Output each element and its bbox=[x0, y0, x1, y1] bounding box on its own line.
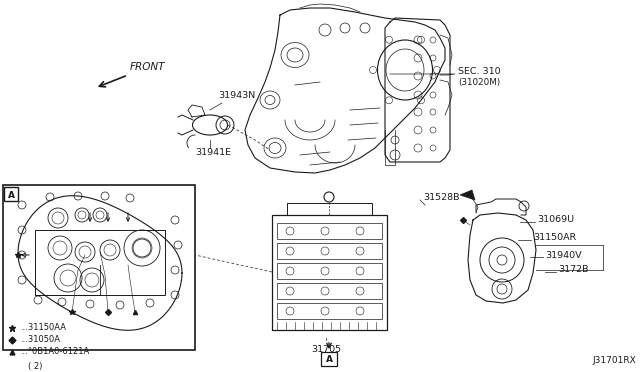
Text: 3172B: 3172B bbox=[558, 266, 589, 275]
Bar bbox=[35, 230, 165, 295]
Text: ...31050A: ...31050A bbox=[20, 336, 60, 344]
Bar bbox=[277, 243, 382, 259]
Polygon shape bbox=[468, 213, 536, 303]
Text: (31020M): (31020M) bbox=[458, 77, 500, 87]
Text: 31941E: 31941E bbox=[195, 148, 231, 157]
Text: ...31150AA: ...31150AA bbox=[20, 324, 66, 333]
Polygon shape bbox=[460, 190, 475, 200]
Bar bbox=[277, 303, 382, 319]
Text: A: A bbox=[326, 356, 333, 365]
Text: ( 2): ( 2) bbox=[28, 362, 42, 371]
Text: FRONT: FRONT bbox=[130, 62, 166, 72]
Text: ...°0B1A0-6121A: ...°0B1A0-6121A bbox=[20, 347, 89, 356]
Bar bbox=[277, 263, 382, 279]
Text: 31705: 31705 bbox=[311, 345, 341, 354]
Text: 31069U: 31069U bbox=[537, 215, 574, 224]
Text: SEC. 310: SEC. 310 bbox=[458, 67, 500, 77]
Text: 31943N: 31943N bbox=[218, 91, 255, 100]
Text: 31940V: 31940V bbox=[545, 250, 582, 260]
Text: 31528B: 31528B bbox=[423, 193, 460, 202]
Bar bbox=[4, 187, 18, 201]
Bar bbox=[321, 352, 337, 366]
Bar bbox=[277, 283, 382, 299]
Bar bbox=[3, 185, 195, 350]
Bar bbox=[272, 215, 387, 330]
Bar bbox=[277, 223, 382, 239]
Text: 31150AR: 31150AR bbox=[533, 234, 576, 243]
Text: A: A bbox=[8, 190, 15, 199]
Text: J31701RX: J31701RX bbox=[592, 356, 636, 365]
